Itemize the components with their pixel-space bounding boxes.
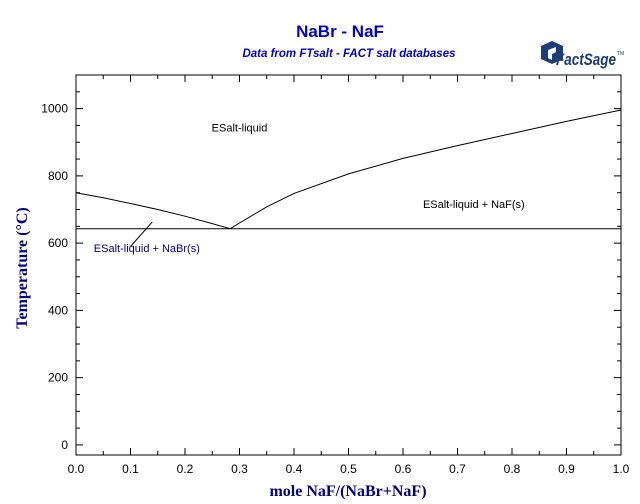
y-tick-label: 400 [48, 303, 68, 317]
x-axis-ticks: 0.0 0.1 0.2 0.3 0.4 0.5 0.6 0.7 0.8 0.9 1.0 [68, 75, 630, 476]
annotation-layer: ESalt-liquid ESalt-liquid + NaF(s) ESalt-l… [94, 122, 525, 255]
label-leader-line [130, 221, 153, 247]
x-tick-label: 0.3 [231, 462, 248, 476]
y-tick-label: 200 [48, 371, 68, 385]
x-tick-label: 1.0 [613, 462, 630, 476]
liquidus-naf [229, 109, 622, 230]
chart-subtitle: Data from FTsalt - FACT salt databases [242, 48, 455, 60]
chart-title: NaBr - NaF [296, 22, 384, 41]
x-tick-label: 0.4 [286, 462, 303, 476]
x-tick-label: 0.8 [504, 462, 521, 476]
region-label: ESalt-liquid + NaBr(s) [94, 243, 200, 255]
y-tick-label: 800 [48, 169, 68, 183]
logo-text: FactSage [556, 50, 616, 69]
factsage-logo: FactSage TM [541, 41, 624, 69]
region-label: ESalt-liquid [212, 122, 268, 134]
logo-trademark: TM [617, 51, 624, 57]
x-tick-label: 0.5 [340, 462, 357, 476]
y-tick-label: 0 [61, 438, 68, 452]
x-tick-label: 0.0 [68, 462, 85, 476]
x-tick-label: 0.7 [449, 462, 466, 476]
x-axis-label: mole NaF/(NaBr+NaF) [269, 483, 426, 500]
series-layer [75, 109, 622, 230]
x-tick-label: 0.1 [122, 462, 139, 476]
y-axis-label: Temperature (°C) [14, 207, 31, 328]
y-tick-label: 600 [48, 236, 68, 250]
y-tick-label: 1000 [41, 102, 68, 116]
x-tick-label: 0.6 [395, 462, 412, 476]
x-tick-label: 0.9 [558, 462, 575, 476]
plot-area [75, 74, 622, 456]
x-tick-label: 0.2 [177, 462, 194, 476]
factsage-logo-mark-icon [541, 41, 563, 64]
region-label: ESalt-liquid + NaF(s) [423, 199, 525, 211]
liquidus-nabr [75, 192, 231, 230]
y-axis-ticks: 0 200 400 600 800 1000 [41, 74, 621, 452]
